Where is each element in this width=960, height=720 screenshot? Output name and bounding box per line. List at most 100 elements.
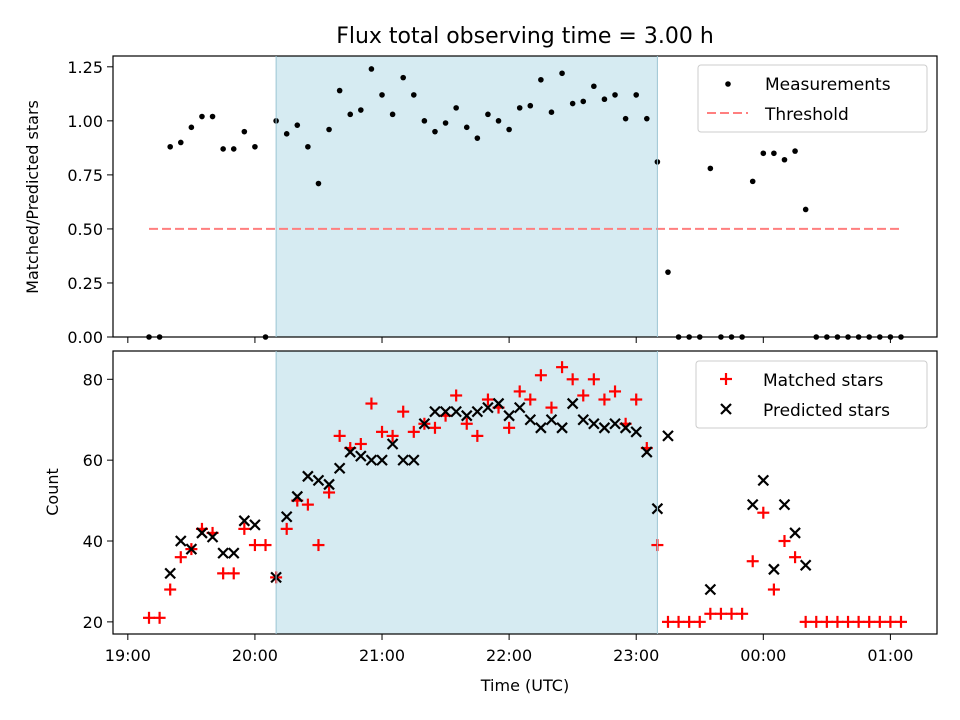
predicted-point: [450, 405, 462, 418]
matched-point: [238, 522, 251, 535]
predicted-point: [566, 397, 579, 410]
measurement-point: [633, 92, 640, 98]
y-tick-label: 0.00: [67, 328, 103, 347]
predicted-point: [588, 417, 600, 430]
matched-point: [460, 417, 473, 430]
predicted-point: [513, 401, 526, 414]
matched-point: [386, 429, 399, 442]
matched-point: [587, 373, 600, 386]
predicted-point: [789, 527, 801, 539]
measurement-point: [495, 118, 502, 124]
measurement-point: [389, 111, 396, 118]
predicted-point: [217, 547, 229, 559]
measurement-point: [643, 115, 650, 122]
predicted-point: [291, 490, 304, 503]
shaded-interval-bottom: [276, 351, 658, 634]
x-tick-label: 21:00: [359, 646, 405, 665]
predicted-point: [238, 515, 251, 527]
matched-point: [248, 539, 261, 552]
measurement-point: [485, 111, 491, 118]
matched-point: [259, 539, 272, 552]
matched-point: [810, 615, 823, 628]
matched-point: [577, 389, 590, 402]
matched-point: [227, 567, 240, 580]
matched-point: [683, 615, 696, 628]
legend-label-predicted: Predicted stars: [763, 401, 890, 421]
predicted-point: [662, 430, 674, 442]
predicted-point: [492, 397, 505, 410]
chart-title: Flux total observing time = 3.00 h: [336, 24, 714, 49]
measurement-point: [220, 146, 226, 152]
measurement-point: [707, 165, 714, 172]
measurement-point: [305, 143, 311, 150]
y-ticks-top: 0.00 0.25 0.50 0.75 1.00 1.25: [67, 58, 113, 347]
measurement-point: [177, 139, 184, 146]
predicted-point: [280, 510, 293, 523]
matched-point: [450, 389, 463, 402]
y-tick-label: 1.00: [67, 112, 103, 131]
predicted-point: [439, 405, 452, 418]
predicted-point: [397, 454, 409, 466]
measurement-point: [548, 109, 555, 115]
matched-point: [566, 373, 579, 386]
matched-point: [598, 393, 611, 406]
matched-point: [820, 615, 833, 628]
x-tick-label: 19:00: [105, 646, 151, 665]
matched-point: [534, 369, 547, 382]
matched-point: [513, 385, 526, 398]
predicted-point: [418, 417, 431, 430]
predicted-point: [598, 422, 611, 434]
measurement-point: [379, 92, 385, 98]
matched-point: [164, 583, 177, 596]
predicted-point: [619, 422, 632, 434]
matched-point: [863, 615, 876, 628]
predicted-point: [249, 519, 261, 531]
x-ticks-top: [127, 337, 891, 343]
measurement-point: [442, 120, 449, 126]
predicted-point: [746, 498, 759, 511]
measurement-point: [432, 128, 438, 135]
matched-point: [672, 615, 685, 628]
matched-point: [704, 607, 717, 620]
legend-bottom-frame: [695, 360, 928, 429]
predicted-point: [482, 401, 494, 414]
predicted-point: [196, 527, 208, 539]
predicted-point: [323, 478, 335, 491]
matched-point: [481, 393, 494, 406]
matched-point: [789, 551, 802, 564]
y-tick-label: 60: [83, 451, 103, 470]
panel-counts: 19:00 20:00 21:00 22:00 23:00 00:00 01:00 20 40…: [43, 350, 938, 695]
x-ticks-bottom: 19:00 20:00 21:00 22:00 23:00 00:00 01:00: [105, 634, 913, 665]
measurement-point: [527, 102, 534, 109]
matched-point: [153, 611, 166, 624]
y-axis-label-bottom: Count: [43, 468, 62, 516]
matched-point: [831, 615, 844, 628]
legend-top-frame: [697, 64, 928, 133]
measurement-point: [336, 87, 343, 94]
x-tick-label: 01:00: [867, 646, 913, 665]
matched-point: [397, 405, 410, 418]
axes-frame-bottom: [112, 350, 938, 635]
predicted-point: [312, 474, 325, 487]
measurement-point: [241, 128, 248, 135]
measurement-point: [209, 113, 216, 120]
measurement-point: [294, 122, 301, 128]
measurement-point: [368, 66, 375, 72]
measurement-point: [167, 143, 173, 150]
measurement-point: [283, 131, 290, 137]
matched-point: [767, 583, 780, 596]
measurement-point: [601, 96, 608, 103]
panel-ratio: 0.00 0.25 0.50 0.75 1.00 1.25 Matched/Predict…: [23, 55, 938, 347]
measurement-point: [665, 269, 671, 275]
y-axis-label-top: Matched/Predicted stars: [23, 100, 42, 294]
predicted-point: [535, 422, 547, 434]
matched-point: [799, 615, 812, 628]
measurement-point: [760, 150, 767, 157]
matched-point: [609, 385, 622, 398]
measurement-point: [188, 124, 195, 131]
measurement-point: [622, 115, 629, 122]
measurement-point: [771, 150, 777, 157]
measurement-point: [230, 146, 237, 152]
measurement-point: [792, 148, 798, 154]
